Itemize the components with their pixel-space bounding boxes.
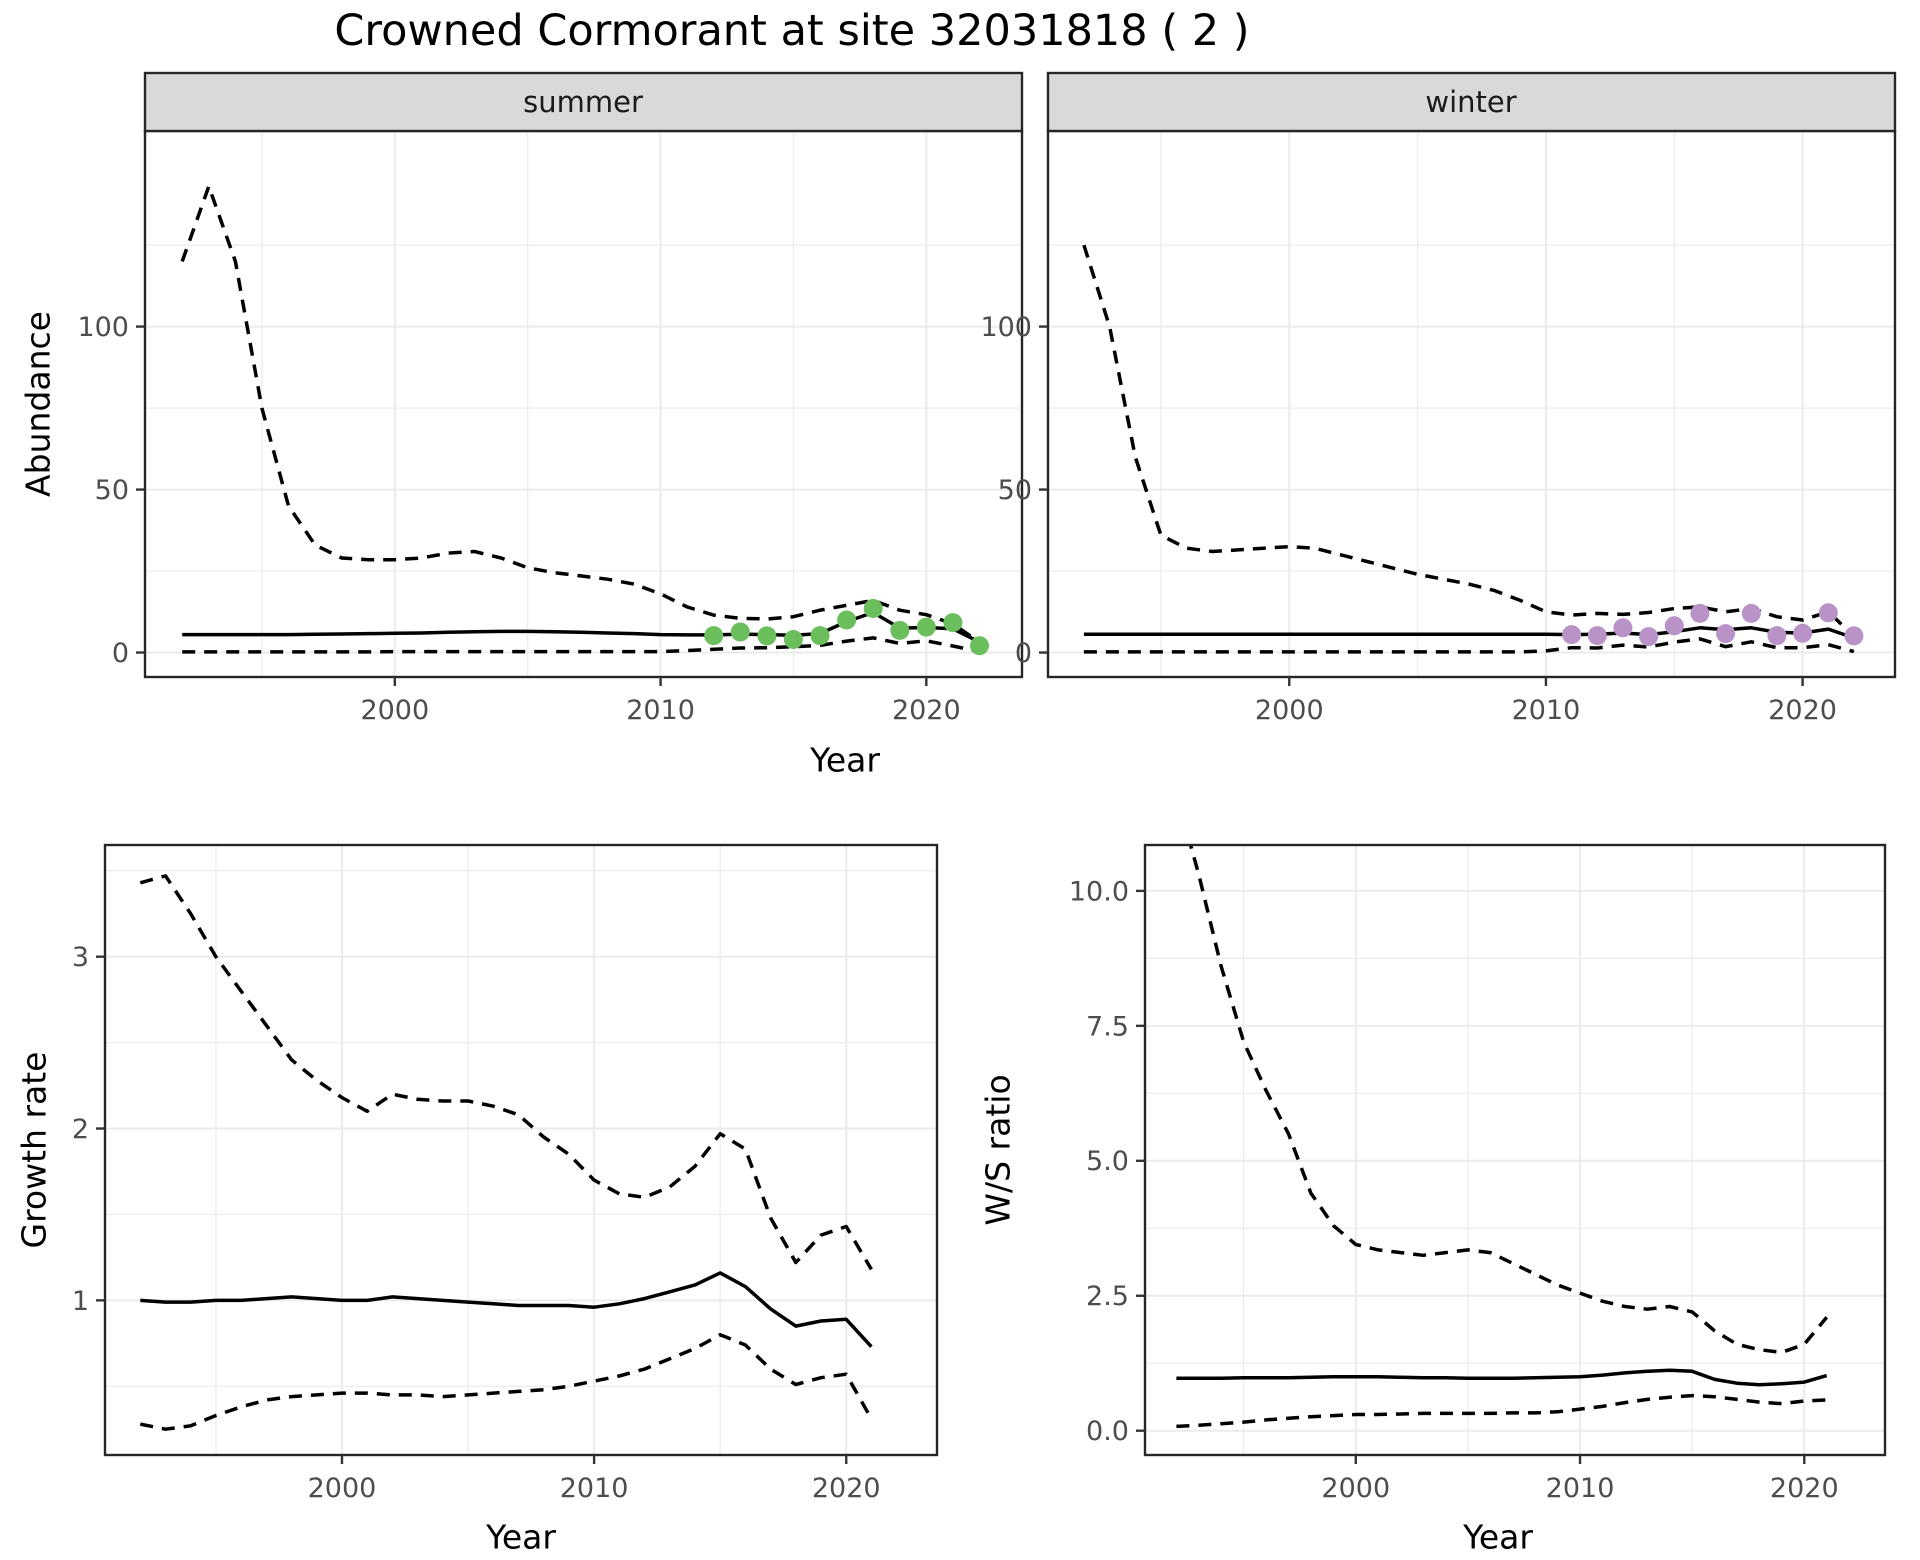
x-axis-tick-label: 2000 [360,695,429,726]
observed-point [863,599,883,618]
series-layer [180,184,989,656]
facet-label-summer: summer [523,85,643,119]
y-axis-title-ws-ratio: W/S ratio [978,1074,1018,1226]
x-axis-tick-label: 2000 [1255,695,1324,726]
panel-background [145,131,1022,677]
series-line-lower_95ci [1083,637,1855,654]
panel-abundance-summer: 2000 2010 2020 0 50 100 [77,71,1024,726]
y-axis-tick-label: 3 [72,942,89,973]
observed-point [837,610,857,630]
x-axis-tick-label: 2010 [626,695,695,726]
observed-point [1818,603,1838,623]
panel-background [1145,845,1885,1455]
y-axis-tick-label: 0 [1015,638,1032,669]
observed-point [1639,627,1659,647]
y-axis-tick-label: 0.0 [1086,1416,1129,1447]
observed-point [757,626,777,646]
chart-title: Crowned Cormorant at site 32031818 ( 2 ) [334,6,1250,56]
panel-growth-rate: 2000 2010 2020 1 2 3 [72,843,939,1504]
panel-abundance-winter: 2000 2010 2020 0 50 100 [980,71,1897,726]
y-axis-tick-label: 2 [72,1114,89,1145]
panel-background [105,845,937,1455]
series-line-lower_95ci [139,1332,873,1431]
observed-point [1716,624,1736,644]
x-axis-tick-label: 2020 [892,695,961,726]
y-axis-tick-label: 1 [72,1286,89,1317]
observed-point [1613,618,1633,638]
observed-point [783,630,803,649]
observed-point [1587,626,1607,646]
observed-point [1793,623,1813,643]
x-axis-tick-label: 2010 [1546,1473,1615,1504]
y-axis-title-abundance: Abundance [18,311,58,497]
observed-point [1664,616,1684,636]
x-axis-tick-label: 2020 [1768,695,1837,726]
panel-ws-ratio: 2000 2010 2020 0.0 2.5 5.0 7.5 10.0 [1069,843,1887,1504]
y-axis-tick-label: 7.5 [1086,1011,1129,1042]
x-axis-tick-label: 2020 [812,1473,881,1504]
y-axis-tick-label: 5.0 [1086,1146,1129,1177]
y-axis-tick-label: 0 [112,638,129,669]
panel-border [103,843,939,1457]
series-line-upper_95ci [1082,244,1856,638]
series-line-lower_95ci [182,636,980,654]
series-line-median [140,1271,873,1348]
x-axis-tick-label: 2000 [1321,1473,1390,1504]
series-line-median [1176,1368,1828,1387]
series-line-upper_95ci [139,874,873,1271]
y-axis-tick-label: 2.5 [1086,1281,1129,1312]
facet-label-winter: winter [1425,85,1517,119]
observed-point [704,626,724,646]
observed-point [1690,603,1710,623]
panel-background [1048,131,1895,677]
x-axis-tick-label: 2020 [1770,1473,1839,1504]
observed-point [1741,603,1761,623]
observed-point [970,636,989,656]
y-axis-tick-label: 100 [77,312,129,343]
observed-point [730,622,750,642]
panel-border [1143,843,1887,1457]
series-line-upper_95ci [180,184,981,644]
x-axis-tick-label: 2010 [560,1473,629,1504]
x-axis-title-year-bottom-left: Year [486,1517,556,1557]
x-axis-tick-label: 2000 [308,1473,377,1504]
observed-point [810,626,830,646]
y-axis-tick-label: 100 [980,312,1032,343]
facet-strip [1046,71,1897,133]
facet-strip [143,71,1024,133]
series-layer [1176,845,1829,1429]
x-axis-title-year-bottom-right: Year [1463,1517,1533,1557]
x-axis-title-year-top: Year [810,740,880,780]
observed-point [890,620,910,640]
y-axis-tick-label: 10.0 [1069,876,1129,907]
observed-point [916,617,936,637]
observed-point [1562,625,1582,645]
observed-point [1844,626,1864,646]
y-axis-tick-label: 50 [998,475,1032,506]
observed-point [943,613,963,633]
y-axis-title-growth-rate: Growth rate [14,1051,54,1249]
series-layer [139,874,873,1431]
series-line-upper_95ci [1188,845,1829,1355]
series-layer [1082,244,1864,654]
x-axis-tick-label: 2010 [1512,695,1581,726]
observed-point [1767,626,1787,646]
y-axis-tick-label: 50 [95,475,129,506]
